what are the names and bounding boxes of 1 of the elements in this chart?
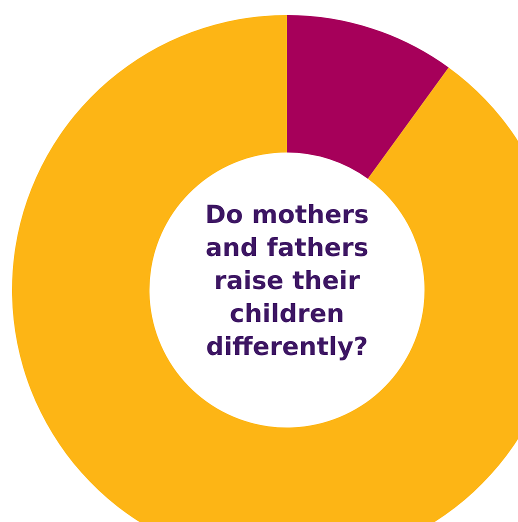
text: Do mothers and fathers raise their children differently? xyxy=(204,199,370,363)
